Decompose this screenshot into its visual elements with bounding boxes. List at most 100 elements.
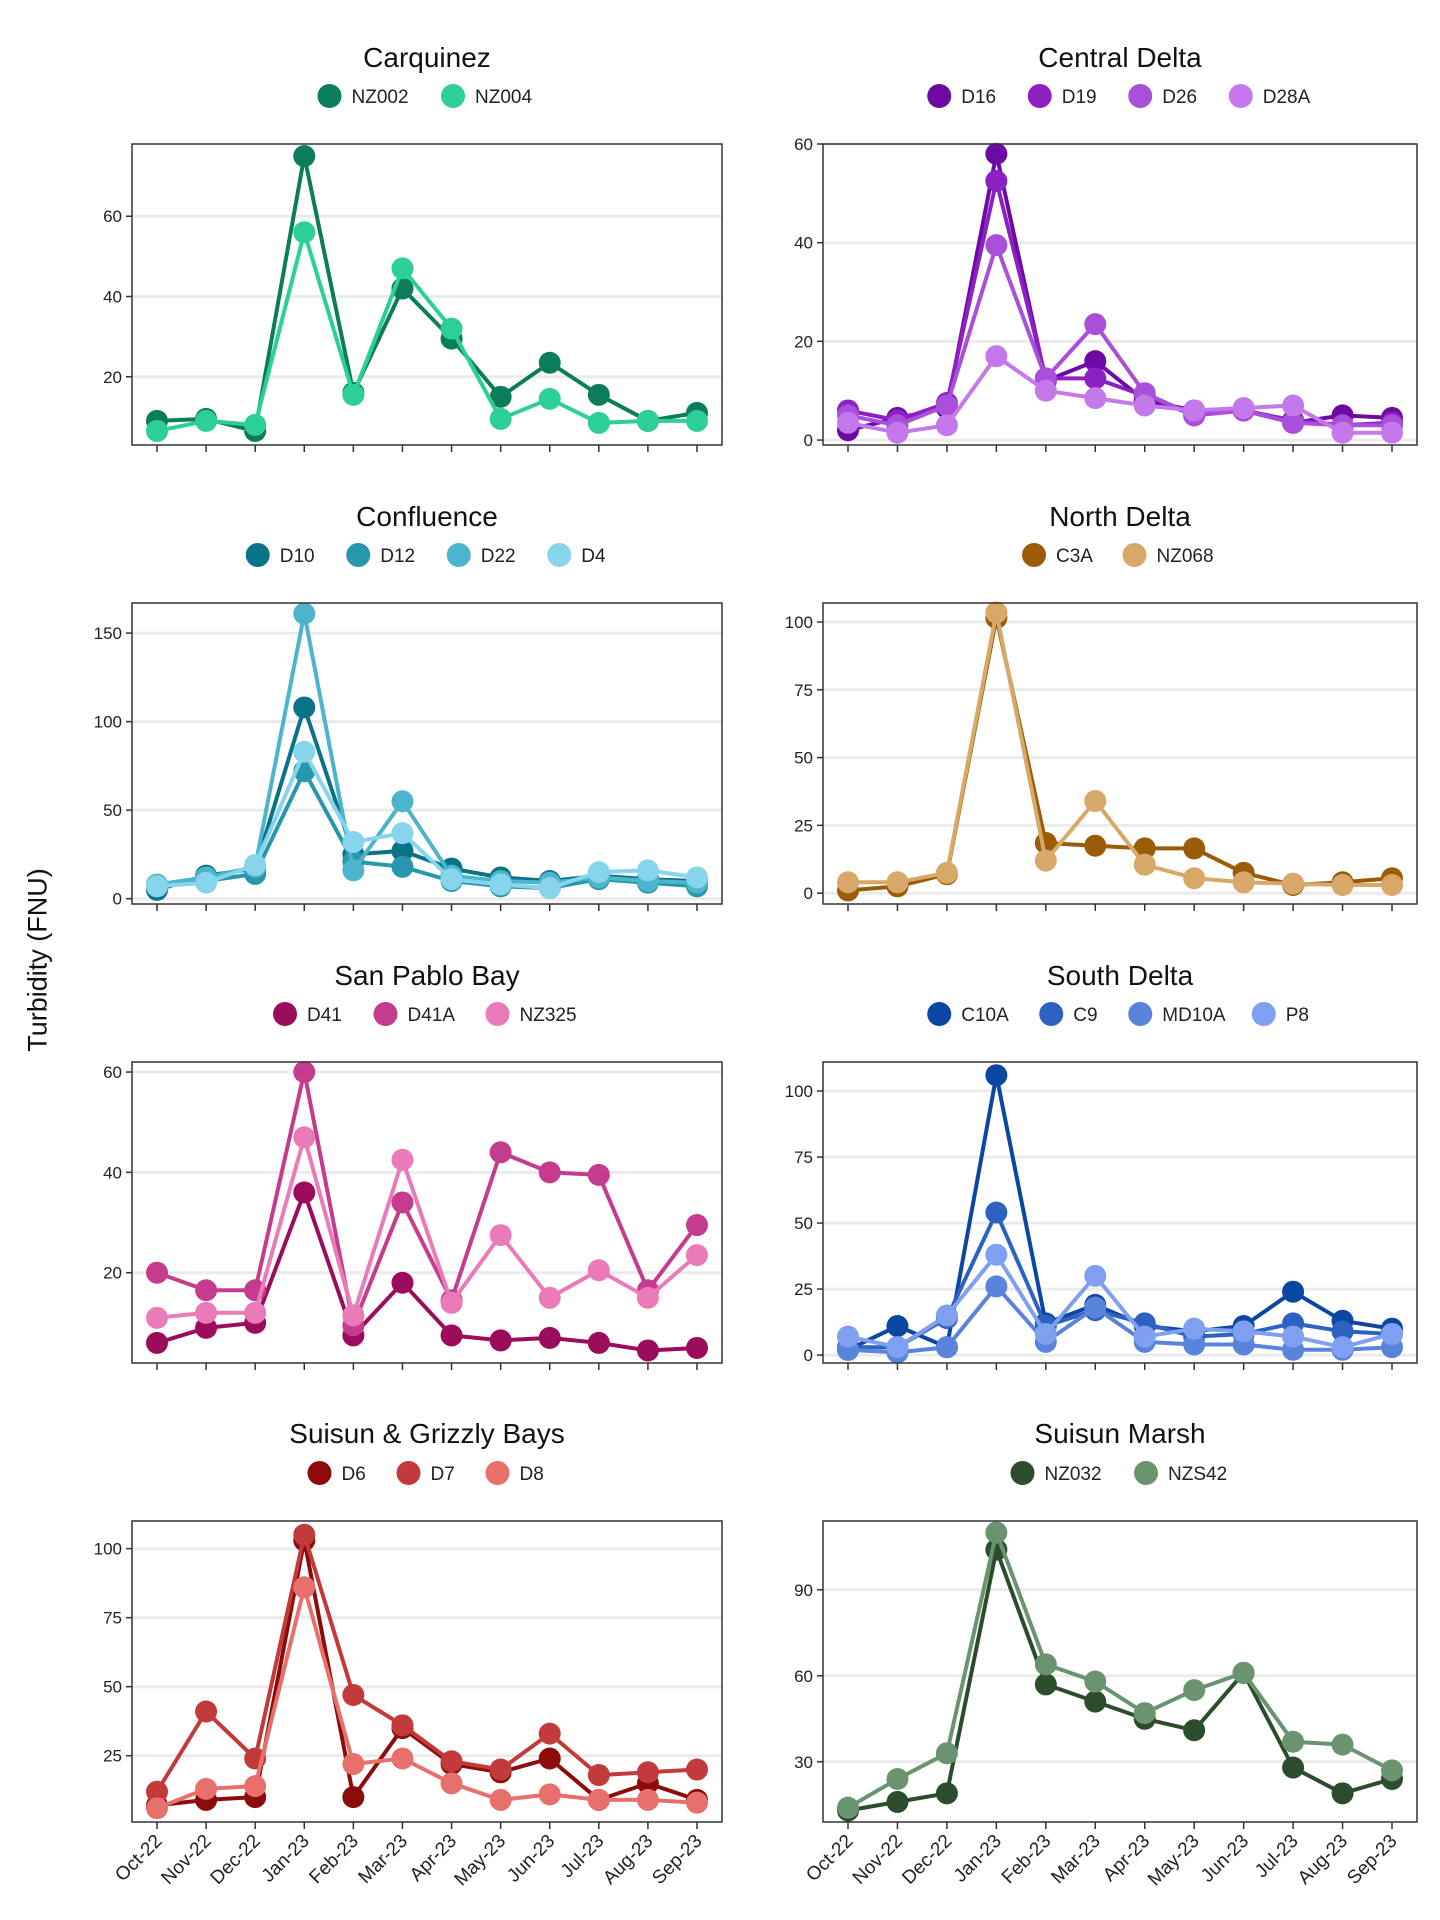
data-point bbox=[293, 696, 316, 719]
legend: C3A NZ068 bbox=[1022, 543, 1214, 567]
data-point bbox=[1183, 399, 1206, 422]
data-point bbox=[587, 1163, 610, 1186]
x-tick-label: Feb-23 bbox=[305, 1831, 362, 1888]
series-c3a bbox=[837, 606, 1403, 902]
legend-label-d12: D12 bbox=[380, 546, 415, 567]
series-d7 bbox=[146, 1523, 708, 1803]
panel-north-delta: North Delta C3A NZ068 0 25 50 75 100 bbox=[785, 501, 1418, 911]
series-line-d19 bbox=[847, 179, 1393, 428]
data-point bbox=[935, 414, 958, 437]
y-tick-label: 25 bbox=[794, 1280, 813, 1299]
data-point bbox=[440, 317, 463, 340]
data-point bbox=[935, 394, 958, 417]
data-point bbox=[538, 1722, 561, 1745]
panel-title: Suisun Marsh bbox=[1034, 1418, 1205, 1449]
data-point bbox=[195, 1777, 218, 1800]
data-point bbox=[1232, 1320, 1255, 1343]
series-line-d26 bbox=[847, 243, 1392, 428]
legend-swatch-d10 bbox=[245, 543, 270, 567]
data-point bbox=[935, 1782, 958, 1805]
series-nz002 bbox=[146, 145, 708, 442]
data-point bbox=[440, 1324, 463, 1347]
legend-label-nz004: NZ004 bbox=[475, 87, 532, 108]
data-point bbox=[636, 1788, 659, 1811]
data-point bbox=[293, 1523, 316, 1546]
data-point bbox=[1133, 394, 1156, 417]
data-point bbox=[538, 1326, 561, 1349]
data-point bbox=[587, 411, 610, 434]
x-tick-label: Dec-22 bbox=[898, 1831, 956, 1889]
y-tick-label: 100 bbox=[785, 613, 813, 632]
panel-title: South Delta bbox=[1047, 960, 1194, 991]
data-point bbox=[935, 1304, 958, 1327]
y-tick-label: 100 bbox=[94, 713, 122, 732]
legend: D16 D19 D26 D28A bbox=[927, 84, 1311, 108]
series-d22 bbox=[146, 602, 708, 896]
x-tick-label: Aug-23 bbox=[1294, 1831, 1352, 1889]
data-point bbox=[587, 1764, 610, 1787]
data-point bbox=[1084, 1296, 1107, 1319]
data-point bbox=[538, 877, 561, 900]
x-tick-label: Jan-23 bbox=[950, 1831, 1006, 1887]
legend-swatch-c9 bbox=[1039, 1002, 1064, 1026]
panel-title: Suisun & Grizzly Bays bbox=[289, 1418, 564, 1449]
data-point bbox=[636, 1339, 659, 1362]
data-point bbox=[1084, 789, 1107, 812]
data-point bbox=[1034, 379, 1057, 402]
data-point bbox=[837, 411, 859, 434]
legend: D10 D12 D22 D4 bbox=[245, 543, 606, 567]
data-point bbox=[985, 601, 1008, 624]
y-tick-label: 75 bbox=[794, 681, 813, 700]
legend: D6 D7 D8 bbox=[307, 1461, 544, 1485]
data-point bbox=[391, 1271, 414, 1294]
y-tick-label: 0 bbox=[804, 431, 813, 450]
data-point bbox=[935, 861, 958, 884]
panel-border bbox=[131, 143, 723, 446]
data-point bbox=[293, 1126, 316, 1149]
data-point bbox=[1133, 837, 1156, 860]
data-point bbox=[538, 1286, 561, 1309]
data-point bbox=[195, 1301, 218, 1324]
data-point bbox=[489, 1758, 512, 1781]
data-point bbox=[489, 1788, 512, 1811]
series-line-d41a bbox=[156, 1070, 699, 1328]
data-point bbox=[489, 1224, 512, 1247]
data-point bbox=[342, 1683, 365, 1706]
data-point bbox=[985, 1275, 1008, 1298]
data-point bbox=[1331, 1733, 1354, 1756]
data-point bbox=[886, 421, 909, 444]
data-point bbox=[489, 407, 512, 430]
data-point bbox=[1381, 874, 1403, 897]
data-point bbox=[1183, 1679, 1206, 1702]
legend-label-nz032: NZ032 bbox=[1045, 1464, 1102, 1485]
x-tick-label: Jun-23 bbox=[503, 1831, 559, 1887]
legend-swatch-d6 bbox=[307, 1461, 332, 1485]
data-point bbox=[293, 221, 316, 244]
data-point bbox=[1381, 421, 1403, 444]
y-tick-label: 100 bbox=[94, 1540, 122, 1559]
data-point bbox=[440, 1750, 463, 1773]
data-point bbox=[1133, 853, 1156, 876]
data-point bbox=[1183, 1719, 1206, 1742]
data-point bbox=[686, 1336, 708, 1359]
panel-san-pablo-bay: San Pablo Bay D41 D41A NZ325 20 40 60 bbox=[103, 960, 723, 1370]
legend-swatch-d41 bbox=[273, 1002, 297, 1026]
data-point bbox=[1133, 1325, 1156, 1348]
x-tick-label: Oct-22 bbox=[802, 1831, 857, 1886]
data-point bbox=[985, 1201, 1008, 1224]
legend: NZ032 NZS42 bbox=[1010, 1461, 1227, 1485]
series-line-d6 bbox=[156, 1538, 698, 1808]
data-point bbox=[195, 409, 218, 432]
series-line-nz068 bbox=[848, 610, 1392, 887]
data-point bbox=[1331, 1336, 1354, 1359]
data-point bbox=[146, 1780, 168, 1803]
data-point bbox=[686, 866, 708, 889]
x-tick-label: May-23 bbox=[451, 1831, 511, 1891]
data-point bbox=[1331, 1320, 1354, 1343]
legend-label-d8: D8 bbox=[520, 1464, 544, 1485]
y-tick-label: 25 bbox=[794, 816, 813, 835]
legend-swatch-d41a bbox=[373, 1002, 398, 1026]
series-line-c3a bbox=[847, 615, 1393, 893]
x-tick-label: Jan-23 bbox=[258, 1831, 314, 1887]
x-tick-label: Sep-23 bbox=[1343, 1831, 1401, 1889]
